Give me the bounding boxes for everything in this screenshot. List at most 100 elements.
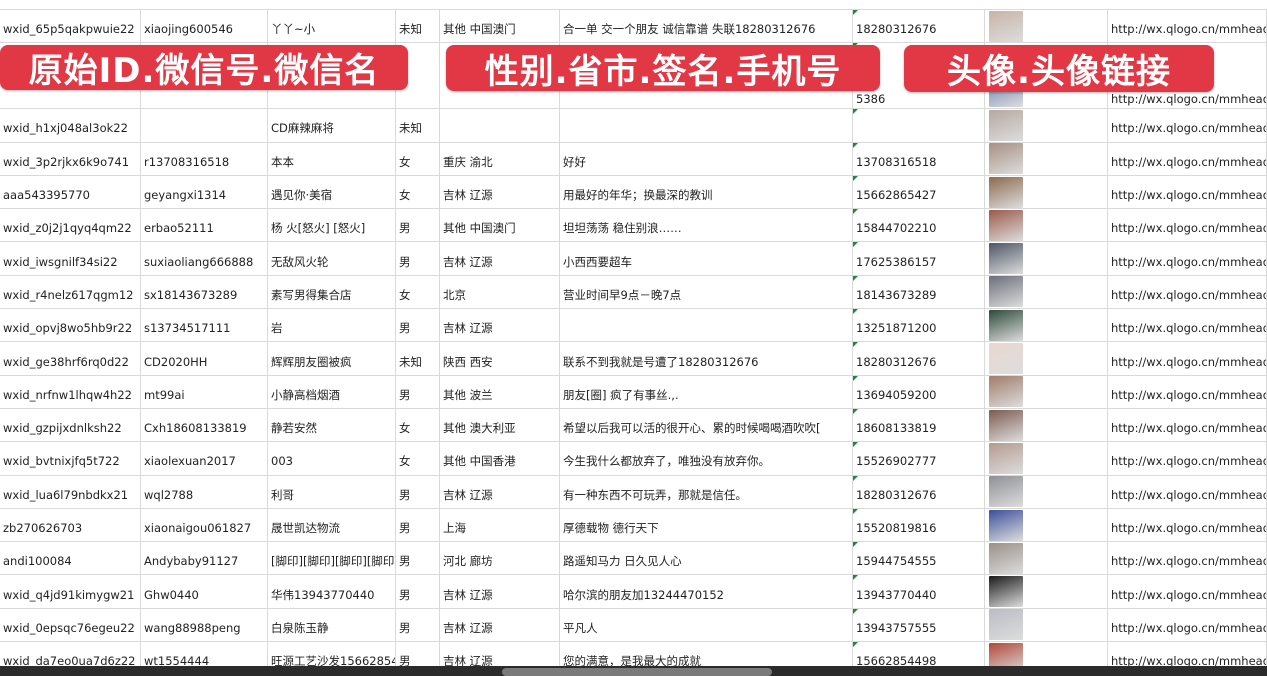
cell-avatar[interactable] [985, 342, 1108, 375]
cell-original-id[interactable]: wxid_q4jd91kimygw21 [0, 575, 141, 608]
cell-gender[interactable]: 男 [396, 508, 440, 542]
cell-avatar[interactable] [985, 309, 1108, 342]
cell-wechat-id[interactable]: erbao52111 [141, 209, 268, 242]
cell-phone[interactable]: 13943770440 [853, 575, 985, 608]
cell-avatar-url[interactable]: http://wx.qlogo.cn/mmhead [1108, 10, 1267, 43]
cell-avatar[interactable] [985, 275, 1108, 309]
cell-original-id[interactable]: wxid_65p5qakpwuie22 [0, 10, 141, 43]
cell-avatar-url[interactable]: http://wx.qlogo.cn/mmhead [1108, 109, 1267, 142]
cell-gender[interactable]: 男 [396, 242, 440, 275]
cell-gender[interactable]: 未知 [396, 109, 440, 142]
cell-avatar-url[interactable]: http://wx.qlogo.cn/mmhead [1108, 242, 1267, 275]
cell-avatar-url[interactable]: http://wx.qlogo.cn/mmhead [1108, 275, 1267, 309]
cell-original-id[interactable]: wxid_opvj8wo5hb9r22 [0, 309, 141, 342]
cell-region[interactable]: 重庆 渝北 [440, 142, 560, 175]
cell-wechat-name[interactable]: 杨 火[怒火] [怒火] [268, 209, 396, 242]
cell-avatar[interactable] [985, 109, 1108, 142]
cell-original-id[interactable]: wxid_z0j2j1qyq4qm22 [0, 209, 141, 242]
cell-phone[interactable]: 18280312676 [853, 342, 985, 375]
cell-region[interactable]: 其他 中国澳门 [440, 10, 560, 43]
cell-avatar-url[interactable]: http://wx.qlogo.cn/mmhead [1108, 442, 1267, 475]
cell-avatar[interactable] [985, 375, 1108, 408]
cell-signature[interactable]: 用最好的年华；换最深的教训 [560, 175, 853, 209]
cell-avatar[interactable] [985, 209, 1108, 242]
cell-region[interactable]: 北京 [440, 275, 560, 309]
cell-wechat-id[interactable]: mt99ai [141, 375, 268, 408]
cell-phone[interactable]: 17625386157 [853, 242, 985, 275]
cell-avatar-url[interactable]: http://wx.qlogo.cn/mmhead [1108, 608, 1267, 642]
cell-gender[interactable]: 男 [396, 608, 440, 642]
cell-avatar[interactable] [985, 575, 1108, 608]
cell-wechat-name[interactable]: 旺源工艺沙发15662854498 [268, 642, 396, 675]
cell-gender[interactable]: 未知 [396, 342, 440, 375]
cell-wechat-id[interactable]: wang88988peng [141, 608, 268, 642]
cell-original-id[interactable]: zb270626703 [0, 508, 141, 542]
cell-avatar[interactable] [985, 242, 1108, 275]
cell-signature[interactable] [560, 309, 853, 342]
cell-region[interactable]: 其他 澳大利亚 [440, 408, 560, 442]
cell-wechat-id[interactable]: wt1554444 [141, 642, 268, 675]
cell-wechat-name[interactable]: 白泉陈玉静 [268, 608, 396, 642]
cell-region[interactable]: 吉林 辽源 [440, 175, 560, 209]
cell-phone[interactable]: 15520819816 [853, 508, 985, 542]
cell-avatar[interactable] [985, 542, 1108, 575]
cell-signature[interactable]: 营业时间早9点－晚7点 [560, 275, 853, 309]
cell-wechat-id[interactable]: suxiaoliang666888 [141, 242, 268, 275]
cell-original-id[interactable]: wxid_h1xj048al3ok22 [0, 109, 141, 142]
cell-wechat-name[interactable]: 003 [268, 442, 396, 475]
cell-phone[interactable]: 13694059200 [853, 375, 985, 408]
cell-wechat-name[interactable]: 丫丫~小 [268, 10, 396, 43]
cell-gender[interactable]: 男 [396, 475, 440, 508]
cell-avatar[interactable] [985, 408, 1108, 442]
cell-phone[interactable]: 15662865427 [853, 175, 985, 209]
cell-original-id[interactable]: wxid_bvtnixjfq5t722 [0, 442, 141, 475]
cell-original-id[interactable]: wxid_da7eo0ua7d6z22 [0, 642, 141, 675]
cell-avatar[interactable] [985, 608, 1108, 642]
cell-region[interactable]: 吉林 辽源 [440, 309, 560, 342]
cell-wechat-id[interactable] [141, 109, 268, 142]
cell-avatar[interactable] [985, 475, 1108, 508]
cell-avatar-url[interactable]: http://wx.qlogo.cn/mmhead [1108, 142, 1267, 175]
cell-avatar[interactable] [985, 442, 1108, 475]
cell-gender[interactable]: 男 [396, 209, 440, 242]
cell-wechat-name[interactable]: 晟世凯达物流 [268, 508, 396, 542]
cell-avatar-url[interactable]: http://wx.qlogo.cn/mmhead [1108, 408, 1267, 442]
cell-wechat-id[interactable]: xiaolexuan2017 [141, 442, 268, 475]
cell-phone[interactable]: 13251871200 [853, 309, 985, 342]
cell-wechat-id[interactable]: sx18143673289 [141, 275, 268, 309]
cell-signature[interactable]: 路遥知马力 日久见人心 [560, 542, 853, 575]
cell-gender[interactable]: 女 [396, 175, 440, 209]
cell-avatar[interactable] [985, 142, 1108, 175]
cell-phone[interactable] [853, 109, 985, 142]
cell-phone[interactable]: 15662854498 [853, 642, 985, 675]
cell-wechat-id[interactable]: wql2788 [141, 475, 268, 508]
cell-gender[interactable]: 男 [396, 375, 440, 408]
cell-wechat-name[interactable]: 利哥 [268, 475, 396, 508]
cell-wechat-id[interactable]: xiaojing600546 [141, 10, 268, 43]
cell-avatar-url[interactable]: http://wx.qlogo.cn/mmhead [1108, 209, 1267, 242]
cell-wechat-name[interactable]: CD麻辣麻将 [268, 109, 396, 142]
cell-wechat-name[interactable]: 素写男得集合店 [268, 275, 396, 309]
cell-wechat-name[interactable]: 无敌风火轮 [268, 242, 396, 275]
cell-wechat-id[interactable]: CD2020HH [141, 342, 268, 375]
cell-wechat-id[interactable]: Andybaby91127 [141, 542, 268, 575]
cell-avatar-url[interactable]: http://wx.qlogo.cn/mmhead [1108, 342, 1267, 375]
cell-region[interactable]: 陕西 西安 [440, 342, 560, 375]
cell-avatar-url[interactable]: http://wx.qlogo.cn/mmhead [1108, 542, 1267, 575]
cell-wechat-id[interactable]: Ghw0440 [141, 575, 268, 608]
cell-phone[interactable]: 13943757555 [853, 608, 985, 642]
cell-signature[interactable]: 有一种东西不可玩弄，那就是信任。 [560, 475, 853, 508]
cell-signature[interactable]: 好好 [560, 142, 853, 175]
cell-avatar-url[interactable]: http://wx.qlogo.cn/mmhead [1108, 475, 1267, 508]
cell-signature[interactable]: 合一单 交一个朋友 诚信靠谱 失联18280312676 [560, 10, 853, 43]
cell-phone[interactable]: 18608133819 [853, 408, 985, 442]
cell-original-id[interactable]: andi100084 [0, 542, 141, 575]
cell-avatar-url[interactable]: http://wx.qlogo.cn/mmhead [1108, 309, 1267, 342]
cell-region[interactable]: 上海 [440, 508, 560, 542]
cell-gender[interactable]: 男 [396, 642, 440, 675]
cell-phone[interactable]: 15526902777 [853, 442, 985, 475]
cell-wechat-name[interactable]: 静若安然 [268, 408, 396, 442]
cell-original-id[interactable]: wxid_0epsqc76egeu22 [0, 608, 141, 642]
cell-wechat-id[interactable]: r13708316518 [141, 142, 268, 175]
cell-wechat-id[interactable]: Cxh18608133819 [141, 408, 268, 442]
